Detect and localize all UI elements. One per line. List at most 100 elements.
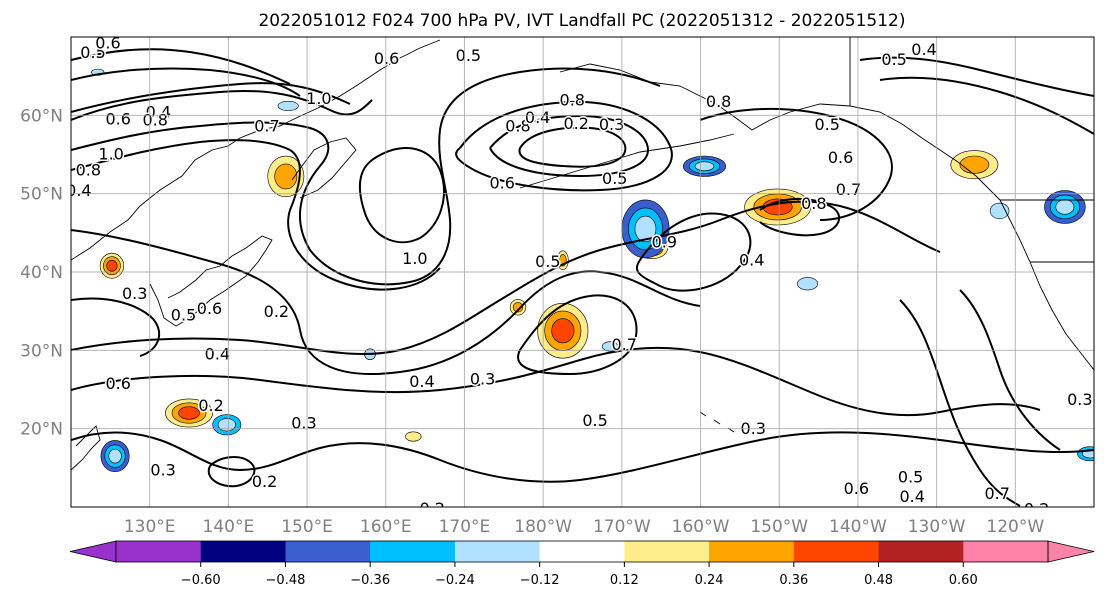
contour-value-label: 0.8 [801, 194, 826, 213]
contour-value-label: 0.4 [66, 181, 91, 200]
pv-contour-line [71, 67, 301, 97]
longitude-labels: 130°E 140°E 150°E 160°E 170°E 180°W 170°W 160°W… [124, 517, 1045, 537]
colorbar-tick-label: −0.12 [520, 573, 560, 588]
contour-value-label: 0.6 [490, 174, 515, 193]
lon-tick-label: 170°E [439, 517, 491, 537]
pv-contour-line [859, 56, 1094, 97]
lat-tick-label: 60°N [20, 106, 63, 126]
pv-contour-line [699, 107, 893, 221]
contour-value-label: 0.8 [142, 110, 167, 129]
pv-shaded-region [108, 448, 122, 464]
colorbar-extend-max [1047, 540, 1095, 563]
map-gridlines [71, 37, 1094, 507]
colorbar-tick-label: −0.48 [266, 573, 306, 588]
map-frame [70, 36, 1095, 508]
colorbar-ticks: −0.60 −0.48 −0.36 −0.24 −0.12 0.12 0.24 0.36 0.4… [181, 562, 978, 588]
pv-contour-line [71, 82, 351, 113]
lat-tick-label: 40°N [20, 263, 63, 283]
pv-contour-line [207, 456, 256, 488]
pv-shaded-region [797, 277, 819, 291]
colorbar-bin [454, 541, 541, 562]
colorbar-extend-min [69, 540, 117, 563]
contour-value-label: 0.8 [560, 91, 585, 110]
lon-tick-label: 160°W [672, 517, 730, 537]
latitude-labels: 20°N 30°N 40°N 50°N 60°N [20, 106, 63, 439]
contour-value-label: 0.5 [602, 169, 627, 188]
colorbar-bin [709, 541, 795, 562]
colorbar-outline [115, 540, 1049, 563]
pv-shaded-region [274, 163, 298, 190]
contour-value-label: 0.6 [105, 374, 130, 393]
pv-contour-line [517, 294, 638, 376]
colorbar-bin [370, 541, 456, 562]
colorbar-bins [69, 540, 1095, 563]
lat-tick-label: 20°N [20, 420, 63, 440]
contour-value-label: 0.4 [739, 250, 764, 269]
colorbar-bin [200, 541, 286, 562]
contour-value-label: 0.5 [80, 43, 105, 62]
contour-value-label: 0.2 [419, 499, 444, 518]
pv-contour-line [759, 197, 841, 237]
pv-shaded-region [178, 406, 200, 420]
lon-tick-label: 150°W [750, 517, 808, 537]
lon-tick-label: 140°E [203, 517, 255, 537]
contour-value-label: 0.5 [582, 411, 607, 430]
colorbar: −0.60 −0.48 −0.36 −0.24 −0.12 0.12 0.24 0.36 0.4… [69, 540, 1095, 588]
contour-value-label: 0.7 [836, 180, 861, 199]
lon-tick-label: 160°E [360, 517, 412, 537]
contour-value-label: 0.2 [264, 302, 289, 321]
pv-shaded-region [217, 418, 236, 432]
pv-contour-line [71, 346, 1041, 417]
contour-value-label: 0.5 [456, 46, 481, 65]
contour-value-label: 0.8 [76, 160, 101, 179]
contour-value-label: 0.5 [815, 115, 840, 134]
pv-contour-line [455, 100, 673, 192]
lon-tick-label: 150°E [281, 517, 333, 537]
pv-contour-line [358, 146, 445, 244]
pv-contour-line [71, 200, 941, 356]
contour-value-label: 0.3 [150, 460, 175, 479]
colorbar-tick-label: 0.12 [610, 573, 639, 588]
coastline-north-america [999, 199, 1094, 371]
pv-shaded-region [512, 302, 524, 313]
contour-value-label: 0.7 [984, 484, 1009, 503]
lon-tick-label: 170°W [593, 517, 651, 537]
lat-tick-label: 30°N [20, 341, 63, 361]
coastline-layer [71, 37, 1094, 471]
contour-value-label: 0.6 [828, 148, 853, 167]
contour-labels: 0.50.60.6 0.5 0.50.41.00.40.80.6 0.71.00.80… [66, 33, 1094, 519]
colorbar-tick-label: −0.24 [435, 573, 475, 588]
contour-value-label: 0.4 [205, 344, 230, 363]
contour-value-label: 0.2 [1024, 500, 1049, 519]
pv-contour-line [879, 76, 1094, 135]
coastline-asia [71, 39, 441, 261]
pv-shaded-region [551, 318, 575, 344]
colorbar-bin [624, 541, 710, 562]
contour-value-label: 0.2 [563, 114, 588, 133]
coastline-korea-japan [149, 235, 273, 327]
contour-value-label: 0.6 [197, 299, 222, 318]
colorbar-tick-label: −0.60 [181, 573, 221, 588]
colorbar-tick-label: 0.24 [695, 573, 724, 588]
contour-value-label: 0.7 [254, 117, 279, 136]
contour-value-label: 0.6 [374, 49, 399, 68]
contour-value-label: 0.3 [291, 413, 316, 432]
colorbar-bin [963, 541, 1049, 562]
colorbar-bin [539, 541, 625, 562]
contour-value-label: 0.6 [95, 33, 120, 52]
pv-shaded-region [1055, 199, 1075, 215]
pv-contour-line [899, 299, 1021, 507]
coastline-alaska [559, 63, 1001, 201]
pv-contour-line [71, 139, 441, 291]
map-panel: 0.50.60.6 0.5 0.50.41.00.40.80.6 0.71.00.80… [66, 33, 1095, 519]
colorbar-bin [878, 541, 964, 562]
pv-shaded-region [634, 215, 657, 243]
lon-tick-label: 130°E [124, 517, 176, 537]
pv-contour-line [959, 289, 1061, 451]
coastline-kamchatka [291, 137, 357, 199]
contour-value-label: 0.4 [899, 487, 924, 506]
contour-value-label: 1.0 [306, 89, 331, 108]
pv-contour-line [635, 212, 752, 292]
pv-shaded-region [277, 100, 299, 111]
